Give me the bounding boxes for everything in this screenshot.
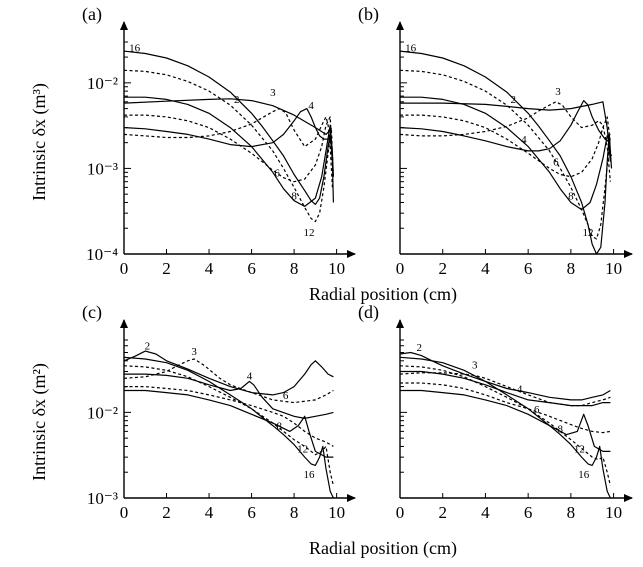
x-tick-label: 4 [205,503,214,522]
y-tick-label: 10⁻³ [87,159,118,178]
series-16-line [399,356,611,499]
panel-label: (d) [358,302,379,323]
panel-label: (a) [82,4,102,25]
series-4-label: 4 [247,370,253,382]
series-6-line [124,114,333,183]
y-tick-label: 10⁻⁴ [86,245,118,264]
panel-label: (b) [358,4,379,25]
series-16-label: 16 [405,42,417,54]
series-12-label: 12 [574,443,585,455]
series-16-line [123,50,334,205]
x-tick-label: 6 [247,503,256,522]
series-16-line [399,50,613,255]
x-tick-label: 0 [396,259,405,278]
series-3-line [399,101,611,182]
series-2-line [123,350,334,396]
series-12-label: 12 [303,227,314,239]
x-axis-title-bottom: Radial position (cm) [309,538,457,559]
x-tick-label: 8 [290,503,299,522]
series-4-line [123,108,333,148]
series-3-label: 3 [270,87,276,99]
series-8-label: 8 [568,191,574,203]
series-4-line [400,370,611,407]
series-4-label: 4 [308,100,314,112]
series-4-line [124,373,334,419]
series-12-line [399,365,611,486]
x-tick-label: 0 [396,503,405,522]
x-tick-label: 6 [247,259,256,278]
series-12-label: 12 [582,227,593,239]
x-tick-label: 4 [481,259,490,278]
series-8-label: 8 [557,423,563,435]
series-6-line [124,386,334,447]
y-axis-title-top: Intrinsic δx (m³) [29,83,50,201]
series-8-label: 8 [291,191,297,203]
series-4-label: 4 [517,383,523,395]
x-axis-title-top: Radial position (cm) [309,284,457,305]
series-6-label: 6 [534,404,540,416]
series-3-line [123,358,334,404]
series-16-label: 16 [129,42,141,54]
series-6-label: 6 [274,167,280,179]
x-tick-label: 0 [120,503,129,522]
series-2-label: 2 [234,94,240,106]
series-3-line [399,372,611,407]
x-tick-label: 10 [605,503,622,522]
series-3-line [123,108,333,188]
y-tick-label: 10⁻² [87,403,118,422]
y-tick-label: 10⁻² [87,74,118,93]
series-6-line [400,382,611,434]
panel-b: (b) 0 2 4 6 8 10 16 2 3 4 6 8 12 [358,4,633,278]
x-tick-label: 8 [567,259,576,278]
x-tick-label: 2 [162,503,171,522]
x-tick-label: 6 [524,259,533,278]
x-tick-label: 0 [120,259,129,278]
series-16-label: 16 [578,469,590,481]
series-16-label: 16 [303,469,315,481]
series-16-line [123,356,334,499]
series-8-label: 8 [276,421,282,433]
series-2-label: 2 [145,341,151,353]
series-2-label: 2 [416,342,422,354]
series-3-label: 3 [555,86,561,98]
series-4-line [399,100,611,152]
series-12-label: 12 [297,443,308,455]
x-tick-label: 8 [567,503,576,522]
series-8-line [124,96,333,207]
series-3-label: 3 [191,346,197,358]
y-tick-label: 10⁻³ [87,489,118,508]
x-tick-label: 2 [438,259,447,278]
series-2-line [399,351,611,401]
series-2-label: 2 [510,94,516,106]
series-8-line [400,96,611,211]
series-12-line [399,69,613,240]
x-tick-label: 6 [524,503,533,522]
x-tick-label: 4 [205,259,214,278]
series-4-label: 4 [521,134,527,146]
series-6-label: 6 [283,390,289,402]
x-tick-label: 10 [328,503,345,522]
x-tick-label: 10 [328,259,345,278]
series-12-line [123,69,334,223]
panel-c: (c) 0 2 4 6 8 10 10⁻³ 10⁻² 2 3 4 6 8 12 16 [82,302,356,522]
x-tick-label: 2 [438,503,447,522]
x-tick-label: 10 [605,259,622,278]
x-tick-label: 4 [481,503,490,522]
series-3-label: 3 [472,360,478,372]
y-axis-title-bottom: Intrinsic δx (m²) [29,363,50,481]
panel-label: (c) [82,302,102,323]
series-2-line [400,101,611,162]
series-12-line [123,365,334,486]
series-6-label: 6 [553,157,559,169]
x-tick-label: 8 [290,259,299,278]
x-tick-label: 2 [162,259,171,278]
